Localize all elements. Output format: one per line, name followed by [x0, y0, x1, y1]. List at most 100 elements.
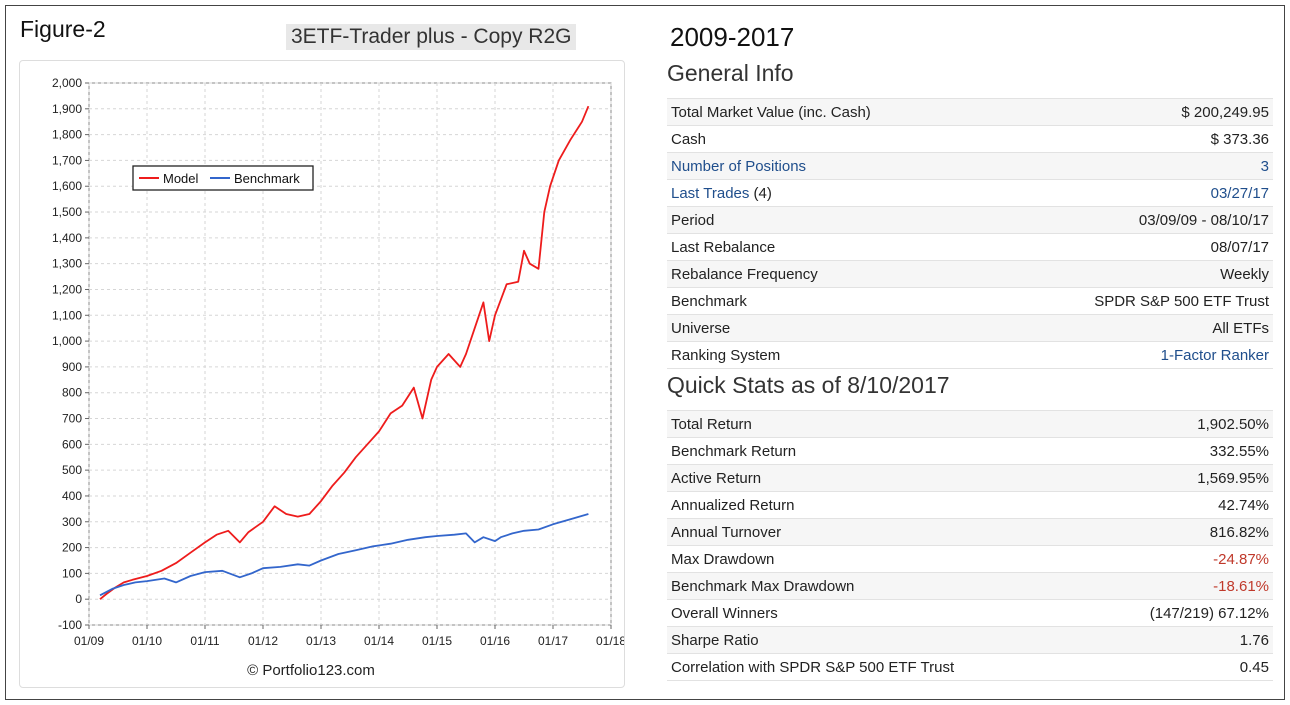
model-series-line — [99, 105, 590, 600]
benchmark-series-line — [99, 513, 589, 597]
row-value: All ETFs — [989, 314, 1273, 342]
x-tick-label: 01/12 — [248, 634, 278, 648]
table-row: Sharpe Ratio 1.76 — [667, 626, 1273, 654]
row-value: 1.76 — [1088, 626, 1273, 654]
row-value: 332.55% — [1088, 437, 1273, 465]
series-lines — [99, 105, 590, 600]
row-value: SPDR S&P 500 ETF Trust — [989, 287, 1273, 315]
row-label: Sharpe Ratio — [667, 626, 1089, 654]
table-row: Rebalance Frequency Weekly — [667, 260, 1273, 288]
y-tick-label: 1,400 — [52, 231, 82, 245]
row-value: 1,902.50% — [1088, 410, 1273, 438]
y-tick-label: 600 — [62, 437, 82, 451]
plot-area — [88, 82, 612, 626]
row-label: Max Drawdown — [667, 545, 1089, 573]
y-tick-label: 1,700 — [52, 153, 82, 167]
figure-label: Figure-2 — [20, 16, 106, 42]
table-row: Total Market Value (inc. Cash) $ 200,249… — [667, 98, 1273, 126]
row-label: Correlation with SPDR S&P 500 ETF Trust — [667, 653, 1089, 681]
table-row: Ranking System 1-Factor Ranker — [667, 341, 1273, 369]
table-row: Correlation with SPDR S&P 500 ETF Trust … — [667, 653, 1273, 681]
row-label: Rebalance Frequency — [667, 260, 990, 288]
table-row: Benchmark SPDR S&P 500 ETF Trust — [667, 287, 1273, 315]
x-tick-label: 01/18 — [596, 634, 624, 648]
y-tick-label: 800 — [62, 386, 82, 400]
x-tick-label: 01/11 — [190, 634, 219, 648]
number-of-positions-link[interactable]: Number of Positions — [671, 157, 807, 175]
table-row: Overall Winners (147/219) 67.12% — [667, 599, 1273, 627]
row-value: 08/07/17 — [989, 233, 1273, 261]
row-value: (147/219) 67.12% — [1088, 599, 1273, 627]
x-tick-label: 01/17 — [538, 634, 568, 648]
x-tick-label: 01/10 — [132, 634, 162, 648]
y-tick-label: 1,300 — [52, 257, 82, 271]
performance-chart: -100 0 100 200 300 400 500 600 700 800 900 1,000 1,1… — [52, 76, 626, 679]
row-value: -18.61% — [1088, 572, 1273, 600]
legend-benchmark-label: Benchmark — [234, 171, 300, 186]
row-label: Benchmark — [667, 287, 990, 315]
y-tick-label: 1,000 — [52, 334, 82, 348]
table-row: Max Drawdown -24.87% — [667, 545, 1273, 573]
row-value: Weekly — [989, 260, 1273, 288]
row-value: 0.45 — [1088, 653, 1273, 681]
number-of-positions-value-link[interactable]: 3 — [1260, 157, 1269, 175]
table-row: Total Return 1,902.50% — [667, 410, 1273, 438]
table-row: Period 03/09/09 - 08/10/17 — [667, 206, 1273, 234]
row-label: Benchmark Max Drawdown — [667, 572, 1089, 600]
period-heading: 2009-2017 — [670, 22, 795, 52]
y-axis-ticks: -100 0 100 200 300 400 500 600 700 800 900 1,000 1,1… — [52, 76, 89, 632]
legend: Model Benchmark — [132, 165, 314, 191]
row-label: Total Market Value (inc. Cash) — [667, 98, 990, 126]
table-row: Number of Positions 3 — [667, 152, 1273, 180]
row-label: Annualized Return — [667, 491, 1089, 519]
table-row: Last Trades (4) 03/27/17 — [667, 179, 1273, 207]
table-row: Annual Turnover 816.82% — [667, 518, 1273, 546]
x-tick-label: 01/13 — [306, 634, 336, 648]
row-value: $ 373.36 — [989, 125, 1273, 153]
y-tick-label: 1,800 — [52, 128, 82, 142]
row-value: $ 200,249.95 — [989, 98, 1273, 126]
row-value: 816.82% — [1088, 518, 1273, 546]
y-tick-label: 500 — [62, 463, 82, 477]
legend-model-label: Model — [163, 171, 199, 186]
ranking-system-link[interactable]: 1-Factor Ranker — [1160, 346, 1269, 364]
y-tick-label: 1,100 — [52, 308, 82, 322]
row-value: 1,569.95% — [1088, 464, 1273, 492]
y-tick-label: 1,600 — [52, 179, 82, 193]
row-label: Universe — [667, 314, 990, 342]
row-label: Period — [667, 206, 990, 234]
table-row: Cash $ 373.36 — [667, 125, 1273, 153]
row-label: Benchmark Return — [667, 437, 1089, 465]
table-row: Active Return 1,569.95% — [667, 464, 1273, 492]
model-title: 3ETF-Trader plus - Copy R2G — [286, 24, 577, 50]
x-axis-ticks: 01/09 01/10 01/11 01/12 01/13 01/14 01/15 01/16… — [74, 625, 626, 648]
y-tick-label: 700 — [62, 412, 82, 426]
x-tick-label: 01/14 — [364, 634, 394, 648]
y-tick-label: 1,200 — [52, 282, 82, 296]
row-label: Ranking System — [667, 341, 990, 369]
y-tick-label: 1,500 — [52, 205, 82, 219]
y-tick-label: 1,900 — [52, 102, 82, 116]
quick-stats-table: Total Return 1,902.50% Benchmark Return … — [667, 410, 1273, 681]
row-label: Last Rebalance — [667, 233, 990, 261]
x-tick-label: 01/09 — [74, 634, 104, 648]
row-label: Cash — [667, 125, 990, 153]
row-label: Annual Turnover — [667, 518, 1089, 546]
y-tick-label: 900 — [62, 360, 82, 374]
row-label: Overall Winners — [667, 599, 1089, 627]
y-tick-label: 400 — [62, 489, 82, 503]
row-value: 03/09/09 - 08/10/17 — [989, 206, 1273, 234]
last-trades-link[interactable]: Last Trades — [671, 184, 750, 202]
row-value: -24.87% — [1088, 545, 1273, 573]
quick-stats-title: Quick Stats as of 8/10/2017 — [667, 372, 950, 398]
table-row: Annualized Return 42.74% — [667, 491, 1273, 519]
last-trades-date-link[interactable]: 03/27/17 — [1210, 184, 1269, 202]
y-tick-label: 0 — [75, 592, 82, 606]
y-tick-label: 100 — [62, 566, 82, 580]
chart-panel: -100 0 100 200 300 400 500 600 700 800 900 1,000 1,1… — [19, 60, 626, 688]
row-value: 42.74% — [1088, 491, 1273, 519]
x-tick-label: 01/15 — [422, 634, 452, 648]
y-tick-label: 2,000 — [52, 76, 82, 90]
y-tick-label: -100 — [58, 618, 82, 632]
general-info-title: General Info — [667, 60, 794, 86]
